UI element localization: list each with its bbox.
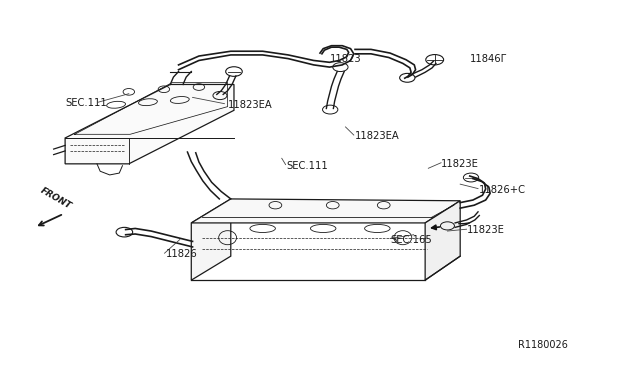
Text: 11826+C: 11826+C — [479, 185, 526, 195]
Polygon shape — [191, 199, 460, 223]
Text: SEC.111: SEC.111 — [287, 161, 328, 171]
Text: 11823E: 11823E — [441, 159, 479, 169]
Text: 11823EA: 11823EA — [355, 131, 400, 141]
Text: FRONT: FRONT — [38, 186, 72, 211]
Text: SEC.111: SEC.111 — [65, 98, 107, 108]
Polygon shape — [191, 199, 231, 280]
Text: 11823EA: 11823EA — [228, 100, 273, 110]
Text: 11826: 11826 — [166, 249, 198, 259]
Polygon shape — [65, 84, 234, 164]
Text: SEC.165: SEC.165 — [390, 234, 432, 244]
Text: R1180026: R1180026 — [518, 340, 568, 350]
Text: 11846Γ: 11846Γ — [470, 54, 507, 64]
Text: 11823: 11823 — [330, 54, 361, 64]
Text: 11823E: 11823E — [467, 225, 504, 235]
Polygon shape — [425, 201, 460, 280]
